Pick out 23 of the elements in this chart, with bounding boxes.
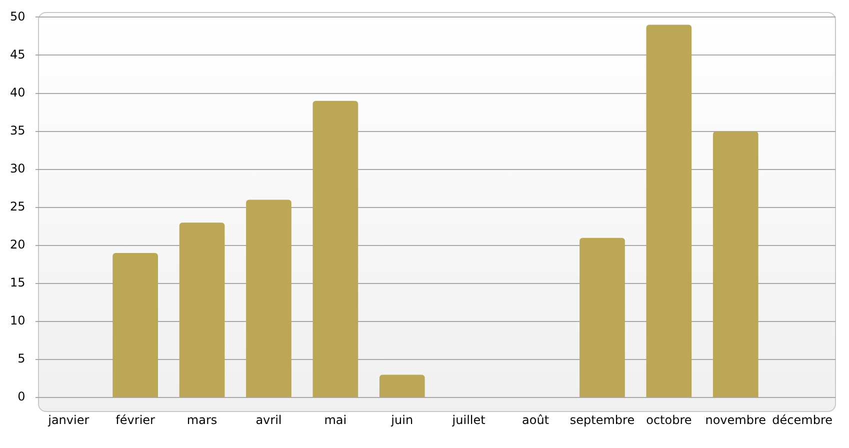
y-tick-label: 35 (10, 123, 26, 138)
x-tick-label: septembre (570, 412, 635, 427)
y-tick-label: 30 (10, 161, 26, 176)
y-tick-label: 50 (10, 9, 26, 24)
y-tick-label: 20 (10, 238, 26, 252)
x-tick-label: février (116, 412, 156, 427)
x-tick-label: avril (256, 412, 282, 427)
y-tick-label: 15 (10, 276, 26, 290)
y-tick-label: 40 (10, 85, 26, 100)
x-tick-label: mars (186, 412, 218, 427)
y-tick-label: 25 (10, 200, 26, 214)
y-tick-label: 0 (18, 390, 26, 404)
x-tick-label: août (522, 412, 550, 427)
x-tick-label: juillet (451, 412, 486, 427)
x-tick-label: janvier (47, 412, 90, 427)
x-tick-label: juin (390, 412, 414, 427)
x-tick-label: décembre (772, 412, 832, 427)
y-tick-label: 10 (10, 314, 26, 328)
x-tick-label: novembre (705, 412, 766, 427)
x-tick-label: octobre (646, 412, 692, 427)
y-tick-label: 45 (10, 47, 26, 62)
x-tick-label: mai (324, 412, 347, 427)
y-tick-label: 5 (18, 352, 26, 366)
